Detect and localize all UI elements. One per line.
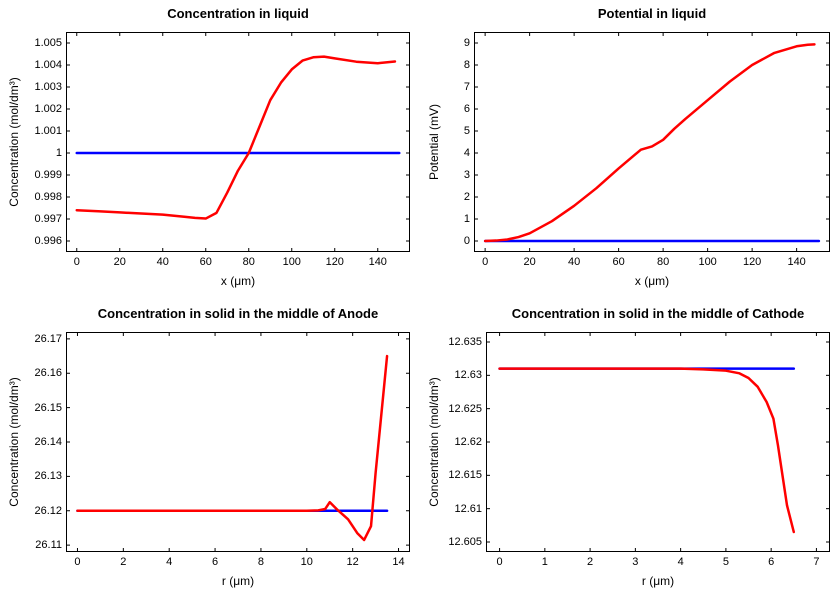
- y-tick-label: 12.63: [454, 369, 482, 381]
- y-axis-label: Concentration (mol/dm³): [7, 77, 21, 206]
- x-tick-label: 5: [723, 556, 729, 568]
- x-tick-label: 140: [369, 256, 387, 268]
- series-line: [500, 369, 794, 532]
- x-tick-label: 60: [200, 256, 212, 268]
- plot-area: [486, 332, 830, 552]
- y-tick-label: 0.997: [34, 213, 62, 225]
- y-tick-label: 0.998: [34, 191, 62, 203]
- x-tick-label: 0: [74, 256, 80, 268]
- x-tick-label: 4: [678, 556, 684, 568]
- y-tick-label: 0.999: [34, 169, 62, 181]
- x-tick-label: 2: [120, 556, 126, 568]
- x-tick-label: 6: [212, 556, 218, 568]
- plot-svg: [66, 332, 410, 552]
- chart-title: Concentration in liquid: [66, 6, 410, 21]
- y-tick-label: 7: [464, 81, 470, 93]
- x-tick-label: 6: [768, 556, 774, 568]
- x-tick-label: 2: [587, 556, 593, 568]
- y-tick-label: 0.996: [34, 235, 62, 247]
- series-line: [77, 57, 395, 219]
- x-tick-label: 120: [743, 256, 761, 268]
- x-tick-label: 7: [813, 556, 819, 568]
- y-tick-label: 2: [464, 191, 470, 203]
- x-tick-label: 20: [524, 256, 536, 268]
- y-tick-label: 26.14: [34, 436, 62, 448]
- y-tick-label: 9: [464, 37, 470, 49]
- x-tick-label: 100: [283, 256, 301, 268]
- y-tick-label: 12.62: [454, 436, 482, 448]
- y-tick-label: 1: [464, 213, 470, 225]
- x-tick-label: 10: [301, 556, 313, 568]
- y-axis-label: Potential (mV): [427, 104, 441, 180]
- x-tick-label: 3: [632, 556, 638, 568]
- x-tick-label: 40: [568, 256, 580, 268]
- y-tick-label: 26.15: [34, 402, 62, 414]
- y-tick-label: 26.13: [34, 470, 62, 482]
- x-tick-label: 40: [157, 256, 169, 268]
- x-tick-label: 8: [258, 556, 264, 568]
- y-tick-label: 1.001: [34, 125, 62, 137]
- y-tick-label: 1.003: [34, 81, 62, 93]
- x-tick-label: 12: [347, 556, 359, 568]
- chart-title: Concentration in solid in the middle of …: [486, 306, 830, 321]
- x-tick-label: 140: [787, 256, 805, 268]
- x-tick-label: 100: [698, 256, 716, 268]
- y-tick-label: 4: [464, 147, 470, 159]
- x-tick-label: 20: [114, 256, 126, 268]
- x-tick-label: 120: [326, 256, 344, 268]
- y-axis-label: Concentration (mol/dm³): [427, 377, 441, 506]
- panel-conc-solid-cathode: Concentration in solid in the middle of …: [420, 300, 840, 600]
- x-tick-label: 0: [497, 556, 503, 568]
- x-axis-label: r (μm): [486, 574, 830, 588]
- x-axis-label: x (μm): [66, 274, 410, 288]
- y-tick-label: 12.625: [448, 403, 482, 415]
- y-tick-label: 26.16: [34, 367, 62, 379]
- x-tick-label: 0: [482, 256, 488, 268]
- y-tick-label: 26.11: [35, 539, 62, 551]
- y-axis-label: Concentration (mol/dm³): [7, 377, 21, 506]
- y-tick-label: 1.004: [34, 59, 62, 71]
- series-line: [485, 44, 814, 241]
- plot-area: [474, 32, 830, 252]
- x-tick-label: 1: [542, 556, 548, 568]
- chart-grid: Concentration in liquid Concentration (mo…: [0, 0, 840, 600]
- panel-potential-liquid: Potential in liquid Potential (mV) x (μm) 0…: [420, 0, 840, 300]
- x-tick-label: 4: [166, 556, 172, 568]
- y-tick-label: 6: [464, 103, 470, 115]
- y-tick-label: 8: [464, 59, 470, 71]
- x-tick-label: 60: [613, 256, 625, 268]
- y-tick-label: 12.635: [448, 336, 482, 348]
- x-tick-label: 80: [657, 256, 669, 268]
- plot-svg: [474, 32, 830, 252]
- panel-conc-liquid: Concentration in liquid Concentration (mo…: [0, 0, 420, 300]
- x-tick-label: 0: [74, 556, 80, 568]
- y-tick-label: 3: [464, 169, 470, 181]
- plot-svg: [66, 32, 410, 252]
- panel-conc-solid-anode: Concentration in solid in the middle of …: [0, 300, 420, 600]
- y-tick-label: 12.61: [454, 503, 482, 515]
- y-tick-label: 26.12: [34, 505, 62, 517]
- x-axis-label: x (μm): [474, 274, 830, 288]
- plot-area: [66, 332, 410, 552]
- y-tick-label: 5: [464, 125, 470, 137]
- y-tick-label: 1: [56, 147, 62, 159]
- y-tick-label: 0: [464, 235, 470, 247]
- x-tick-label: 14: [392, 556, 404, 568]
- plot-area: [66, 32, 410, 252]
- series-line: [77, 356, 387, 540]
- y-tick-label: 12.615: [448, 469, 482, 481]
- plot-svg: [486, 332, 830, 552]
- y-tick-label: 1.002: [34, 103, 62, 115]
- x-axis-label: r (μm): [66, 574, 410, 588]
- y-tick-label: 12.605: [448, 536, 482, 548]
- chart-title: Potential in liquid: [474, 6, 830, 21]
- chart-title: Concentration in solid in the middle of …: [66, 306, 410, 321]
- x-tick-label: 80: [243, 256, 255, 268]
- y-tick-label: 1.005: [34, 37, 62, 49]
- y-tick-label: 26.17: [34, 333, 62, 345]
